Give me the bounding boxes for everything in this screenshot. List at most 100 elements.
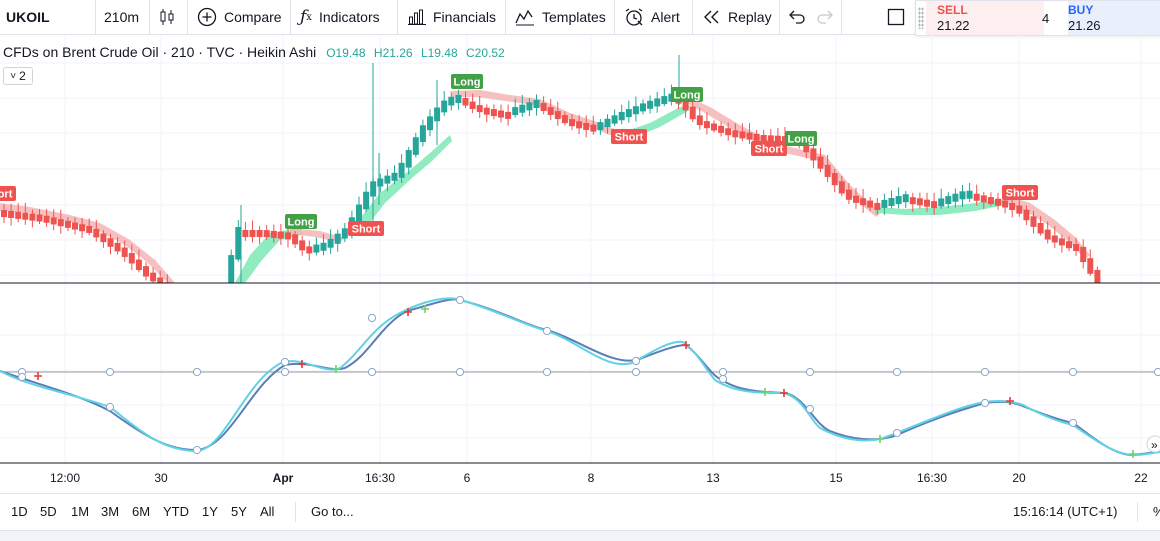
oscillator-marker [1153, 367, 1160, 377]
signal-badge-long: Long [451, 74, 483, 89]
symbol-label: UKOIL [6, 9, 50, 25]
candle-body [1009, 203, 1016, 211]
candle-body [157, 277, 164, 283]
ribbon-segment [680, 93, 880, 217]
oscillator-marker [892, 367, 902, 377]
templates-icon [515, 8, 535, 26]
range-6m[interactable]: 6M [132, 504, 151, 519]
chart-grid [0, 35, 1160, 463]
chart-style-button[interactable] [158, 0, 183, 34]
candle-body [235, 227, 242, 260]
toolbar-divider [397, 0, 398, 34]
chevron-down-icon: ˅ [10, 70, 17, 82]
x-tick-label: 6 [464, 471, 471, 485]
range-1d[interactable]: 1D [11, 504, 28, 519]
range-ytd[interactable]: YTD [163, 504, 189, 519]
candle-body [1037, 222, 1044, 234]
time-axis[interactable]: 12:00 30 Apr 16:30 6 8 13 15 16:30 20 22 [50, 471, 1148, 485]
candle-body [1080, 246, 1087, 263]
candle-body [938, 198, 945, 207]
candle-body [1, 210, 7, 218]
ribbon-segment [350, 135, 452, 235]
range-all[interactable]: All [260, 504, 275, 519]
candle-body [498, 110, 504, 118]
timezone-clock[interactable]: 15:16:14 (UTC+1) [1013, 504, 1118, 519]
financials-button[interactable]: Financials [408, 0, 496, 34]
series-title: CFDs on Brent Crude Oil · 210 · TVC · He… [3, 44, 317, 60]
range-5d[interactable]: 5D [40, 504, 57, 519]
toolbar-divider [692, 0, 693, 34]
trade-widget: SELL 21.22 4 BUY 21.26 [915, 0, 1160, 36]
ohlc-values: O19.48 H21.26 L19.48 C20.52 [326, 46, 505, 60]
range-3m[interactable]: 3M [101, 504, 120, 519]
candle-body [959, 191, 966, 200]
candle-body [739, 131, 746, 139]
range-5y[interactable]: 5Y [231, 504, 247, 519]
candle-body [767, 135, 774, 143]
templates-label: Templates [542, 9, 606, 25]
symbol-search[interactable]: UKOIL [6, 0, 50, 34]
alert-button[interactable]: Alert [624, 0, 680, 34]
oscillator-marker [1068, 418, 1078, 428]
signal-badge-label: Short [1006, 188, 1035, 200]
candle-body [1066, 241, 1072, 249]
candle-body [973, 193, 980, 201]
candle-body [15, 211, 22, 219]
indicators-collapse-button[interactable]: ˅ 2 [3, 67, 33, 85]
candle-body [874, 202, 881, 210]
buy-price: 21.26 [1068, 18, 1101, 33]
goto-button[interactable]: Go to... [311, 504, 354, 519]
candle-body [632, 106, 639, 115]
signal-badge-long: Long [785, 131, 817, 146]
sell-button[interactable]: SELL 21.22 [926, 1, 1044, 35]
range-1y[interactable]: 1Y [202, 504, 218, 519]
candle-body [647, 100, 654, 109]
scroll-right-button[interactable]: » [1146, 435, 1160, 453]
candle-body [143, 266, 149, 277]
candle-body [1087, 258, 1094, 274]
oscillator-fast-line [0, 297, 1160, 457]
fullscreen-button[interactable] [887, 0, 905, 34]
cross-marker [780, 389, 788, 397]
oscillator-pane [0, 295, 1160, 458]
candle-body [831, 173, 838, 186]
range-1m[interactable]: 1M [71, 504, 90, 519]
buy-button[interactable]: BUY 21.26 [1068, 1, 1160, 35]
candle-body [817, 156, 824, 169]
redo-button[interactable] [816, 0, 834, 34]
candle-body [299, 240, 306, 251]
percent-toggle[interactable]: % [1153, 504, 1160, 519]
drag-handle-icon[interactable] [918, 7, 924, 29]
candle-body [107, 238, 114, 247]
candle-body [277, 231, 284, 239]
candle-body [966, 190, 973, 199]
candle-body [902, 194, 909, 203]
candle-body [334, 233, 341, 244]
candle-body [561, 115, 568, 124]
toolbar-divider [841, 0, 842, 34]
undo-button[interactable] [788, 0, 806, 34]
undo-icon [789, 10, 805, 24]
candle-body [391, 172, 398, 181]
candle-body [121, 247, 128, 257]
candle-body [526, 102, 533, 111]
oscillator-marker [367, 367, 377, 377]
interval-button[interactable]: 210m [104, 0, 139, 34]
x-tick-label: 13 [706, 471, 720, 485]
candle-body [916, 198, 923, 206]
replay-button[interactable]: Replay [703, 0, 772, 34]
templates-button[interactable]: Templates [515, 0, 606, 34]
bottom-panel-strip [0, 530, 1160, 541]
candle-body [824, 164, 831, 177]
signal-badge-label: Short [755, 144, 784, 156]
candle-body [803, 140, 810, 153]
oscillator-marker [718, 374, 728, 384]
candle-body [441, 100, 448, 113]
oscillator-marker [455, 295, 465, 305]
bottom-toolbar: 1D 5D 1M 3M 6M YTD 1Y 5Y All Go to... 15… [0, 493, 1160, 530]
candle-body [356, 204, 362, 223]
price-chart[interactable]: Short Long Short Long Short Long Short Long Shor… [0, 35, 1160, 493]
signal-badge-label: Short [0, 189, 13, 201]
compare-button[interactable]: Compare [197, 0, 282, 34]
